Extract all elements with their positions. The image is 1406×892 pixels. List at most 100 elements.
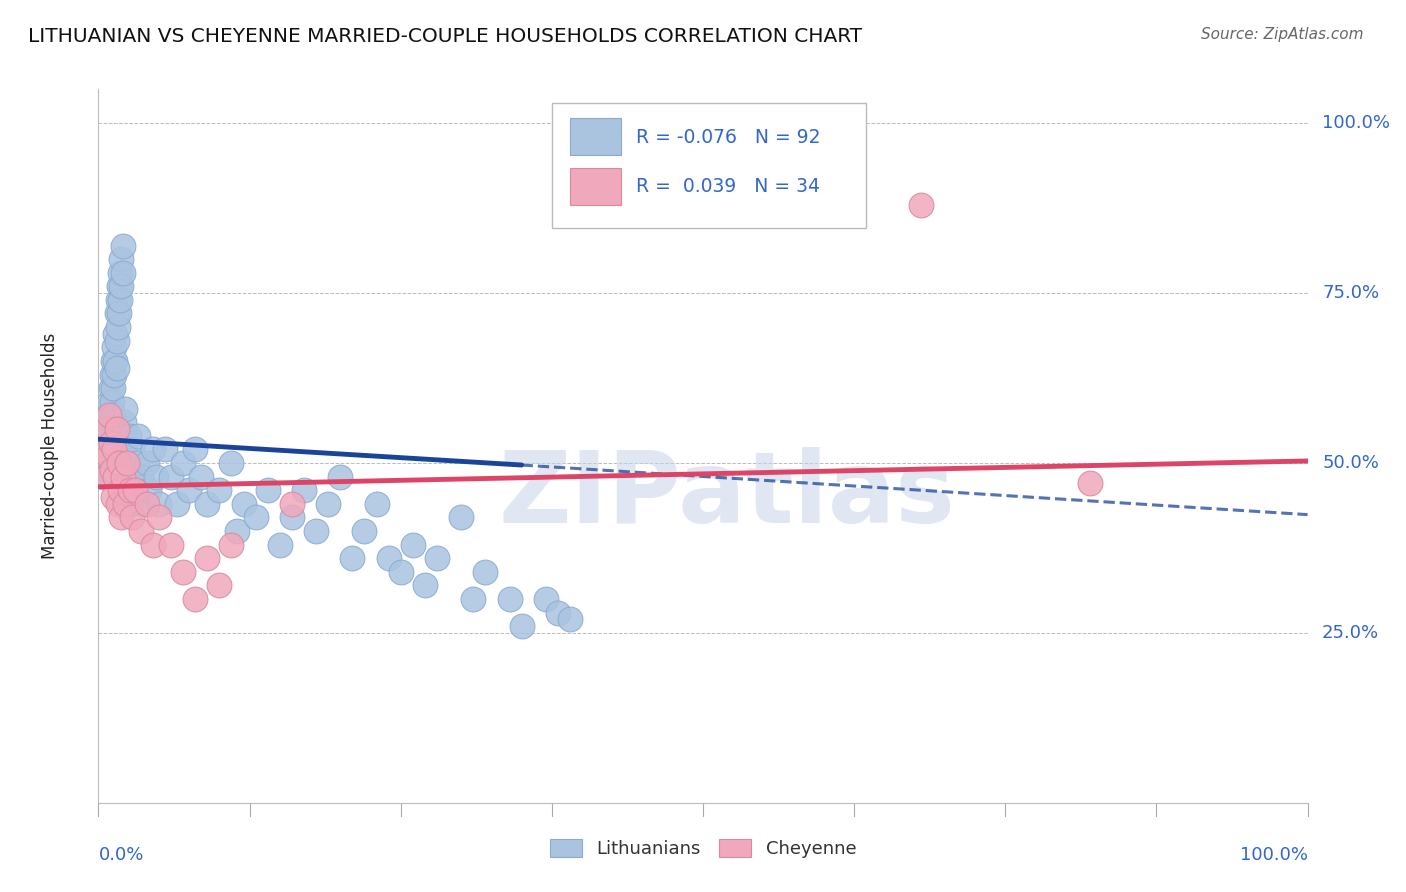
Point bbox=[208, 483, 231, 498]
Point bbox=[108, 293, 131, 307]
Point bbox=[226, 524, 249, 538]
Text: R = -0.076   N = 92: R = -0.076 N = 92 bbox=[637, 128, 821, 146]
Point bbox=[127, 429, 149, 443]
Point bbox=[100, 435, 122, 450]
Text: R =  0.039   N = 34: R = 0.039 N = 34 bbox=[637, 178, 821, 196]
Point bbox=[129, 469, 152, 483]
Point bbox=[118, 469, 141, 483]
Point bbox=[101, 409, 124, 423]
Point bbox=[112, 415, 135, 429]
Point bbox=[121, 510, 143, 524]
Point bbox=[96, 422, 118, 436]
Point bbox=[114, 497, 136, 511]
Point bbox=[135, 497, 157, 511]
Point bbox=[98, 409, 121, 423]
Point bbox=[305, 524, 328, 538]
Point bbox=[166, 497, 188, 511]
Point bbox=[114, 429, 136, 443]
Point bbox=[94, 469, 117, 483]
Point bbox=[474, 565, 496, 579]
Point bbox=[172, 565, 194, 579]
Point bbox=[101, 381, 124, 395]
FancyBboxPatch shape bbox=[569, 118, 621, 155]
Point bbox=[426, 551, 449, 566]
Point bbox=[292, 483, 315, 498]
Point bbox=[110, 252, 132, 266]
Text: 100.0%: 100.0% bbox=[1322, 114, 1391, 132]
Point bbox=[107, 497, 129, 511]
Point bbox=[96, 449, 118, 463]
Point bbox=[110, 510, 132, 524]
Point bbox=[103, 368, 125, 382]
Point bbox=[245, 510, 267, 524]
Point bbox=[101, 354, 124, 368]
Point bbox=[117, 456, 139, 470]
Point bbox=[108, 456, 131, 470]
Point bbox=[353, 524, 375, 538]
Point bbox=[93, 442, 115, 457]
Point bbox=[1078, 476, 1101, 491]
Point bbox=[221, 537, 243, 551]
Point bbox=[145, 469, 167, 483]
Point bbox=[97, 449, 120, 463]
Point bbox=[558, 612, 581, 626]
Point bbox=[910, 198, 932, 212]
Text: 50.0%: 50.0% bbox=[1322, 454, 1379, 472]
Point bbox=[107, 293, 129, 307]
Point bbox=[105, 360, 128, 375]
Point bbox=[148, 510, 170, 524]
Point bbox=[110, 279, 132, 293]
Point bbox=[114, 401, 136, 416]
Point bbox=[366, 497, 388, 511]
Text: 0.0%: 0.0% bbox=[98, 846, 143, 863]
Point bbox=[402, 537, 425, 551]
Text: LITHUANIAN VS CHEYENNE MARRIED-COUPLE HOUSEHOLDS CORRELATION CHART: LITHUANIAN VS CHEYENNE MARRIED-COUPLE HO… bbox=[28, 27, 862, 45]
Point bbox=[112, 442, 135, 457]
Point bbox=[98, 429, 121, 443]
Point bbox=[97, 409, 120, 423]
Text: Married-couple Households: Married-couple Households bbox=[41, 333, 59, 559]
Point bbox=[115, 483, 138, 498]
Point bbox=[97, 463, 120, 477]
Point bbox=[153, 442, 176, 457]
Point bbox=[142, 537, 165, 551]
Point bbox=[534, 591, 557, 606]
Point bbox=[135, 456, 157, 470]
Point bbox=[98, 394, 121, 409]
Point bbox=[105, 306, 128, 320]
Point bbox=[389, 565, 412, 579]
Point bbox=[117, 456, 139, 470]
Point bbox=[108, 306, 131, 320]
Point bbox=[232, 497, 254, 511]
Point bbox=[510, 619, 533, 633]
Point bbox=[316, 497, 339, 511]
Point bbox=[97, 435, 120, 450]
Point bbox=[111, 266, 134, 280]
Point bbox=[108, 266, 131, 280]
Point bbox=[498, 591, 520, 606]
Point bbox=[172, 456, 194, 470]
Text: 75.0%: 75.0% bbox=[1322, 284, 1379, 302]
FancyBboxPatch shape bbox=[569, 168, 621, 205]
Point bbox=[138, 483, 160, 498]
Point bbox=[329, 469, 352, 483]
Point bbox=[221, 456, 243, 470]
Point bbox=[179, 483, 201, 498]
Point bbox=[160, 469, 183, 483]
Point bbox=[100, 463, 122, 477]
Point bbox=[184, 591, 207, 606]
Text: ZIPatlas: ZIPatlas bbox=[499, 448, 956, 544]
Point bbox=[104, 326, 127, 341]
Point bbox=[413, 578, 436, 592]
Point bbox=[124, 483, 146, 498]
Point bbox=[160, 537, 183, 551]
Point bbox=[118, 429, 141, 443]
Point bbox=[124, 483, 146, 498]
Text: Source: ZipAtlas.com: Source: ZipAtlas.com bbox=[1201, 27, 1364, 42]
FancyBboxPatch shape bbox=[551, 103, 866, 228]
Legend: Lithuanians, Cheyenne: Lithuanians, Cheyenne bbox=[543, 831, 863, 865]
Point bbox=[103, 442, 125, 457]
Point bbox=[195, 551, 218, 566]
Point bbox=[129, 524, 152, 538]
Point bbox=[104, 469, 127, 483]
